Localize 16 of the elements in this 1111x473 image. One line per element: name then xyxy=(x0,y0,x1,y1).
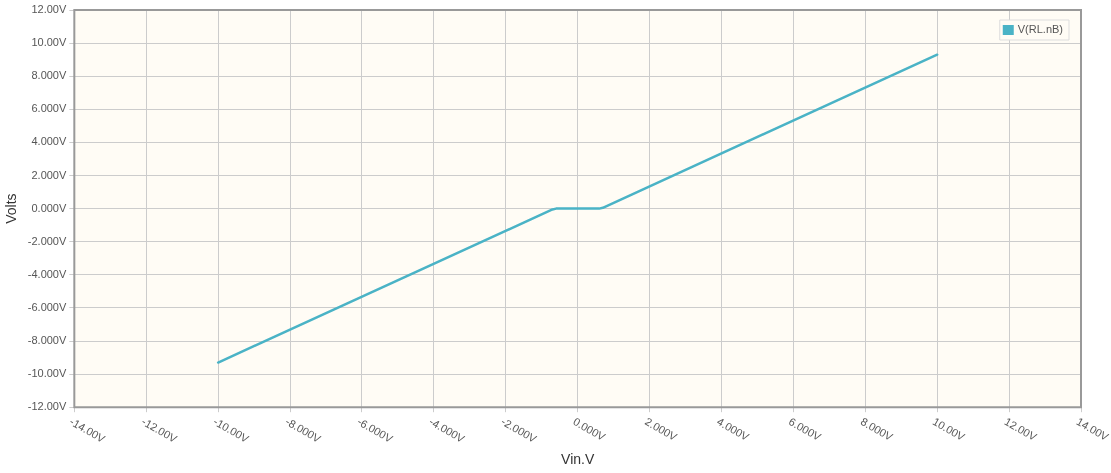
legend-label: V(RL.nB) xyxy=(1017,23,1064,36)
y-tick-label: 0.000V xyxy=(31,201,67,214)
y-tick-label: -10.00V xyxy=(27,367,67,380)
y-tick-label: -8.000V xyxy=(27,334,67,347)
x-axis-title: Vin.V xyxy=(561,451,595,468)
y-axis-title: Volts xyxy=(3,193,20,224)
y-tick-label: -6.000V xyxy=(27,300,67,313)
y-tick-label: 2.000V xyxy=(31,168,67,181)
y-tick-label: 8.000V xyxy=(31,69,67,82)
y-tick-label: -2.000V xyxy=(27,234,67,247)
y-tick-label: 6.000V xyxy=(31,102,67,115)
y-tick-label: -4.000V xyxy=(27,267,67,280)
y-tick-label: 4.000V xyxy=(31,135,67,148)
y-tick-label: 10.00V xyxy=(31,36,67,49)
y-tick-label: -12.00V xyxy=(27,400,67,413)
y-tick-label: 12.00V xyxy=(31,3,67,16)
